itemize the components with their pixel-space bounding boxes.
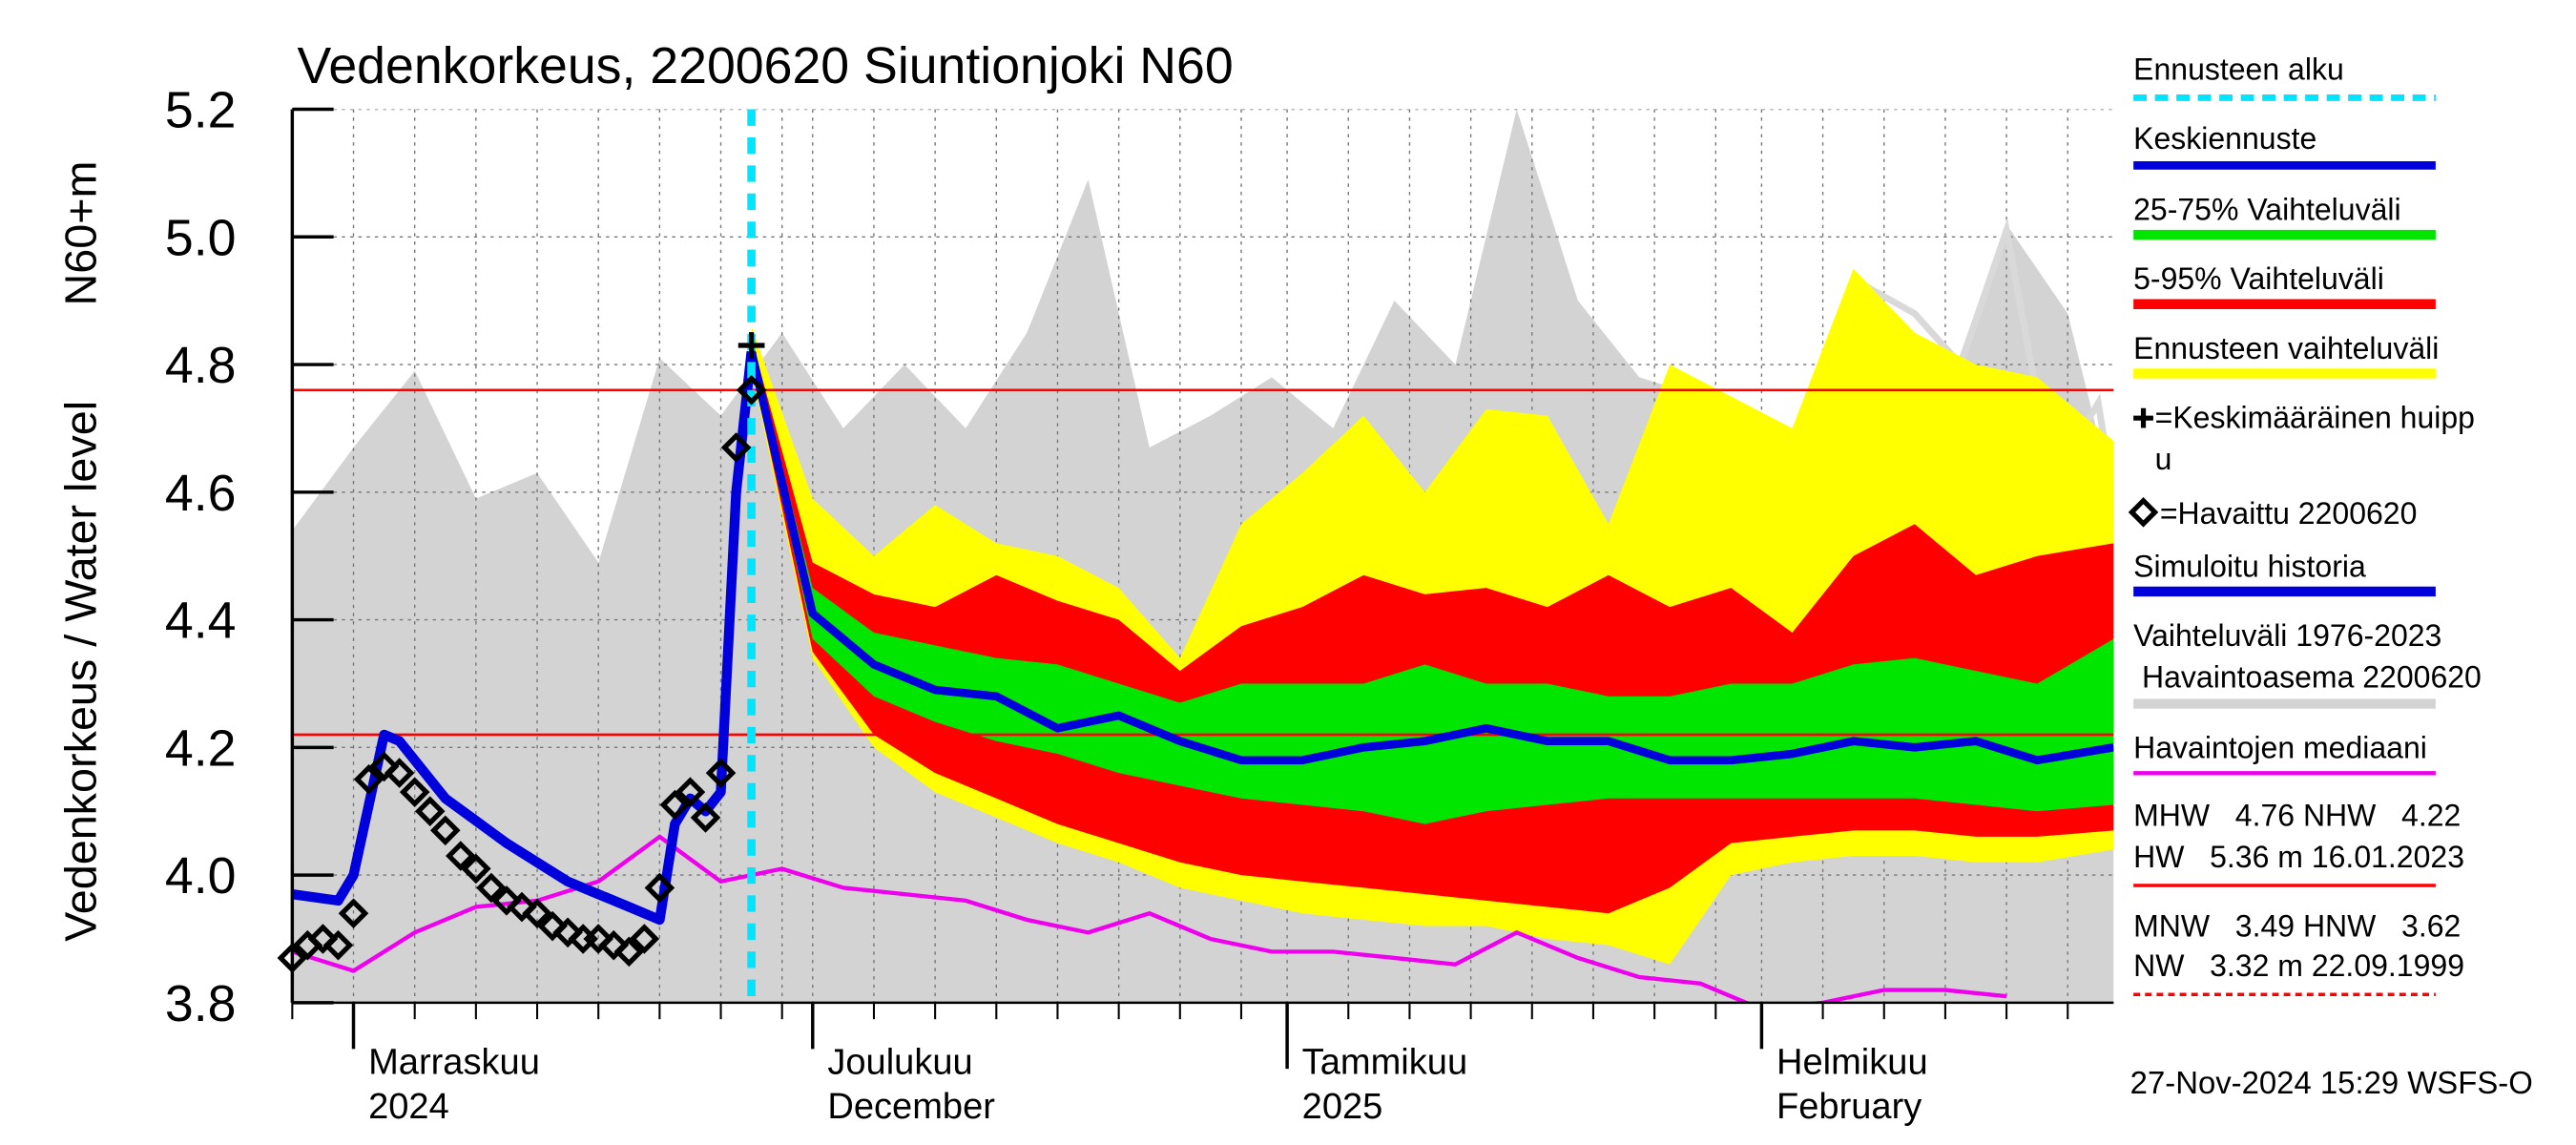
y-tick-label: 4.2 bbox=[165, 719, 237, 777]
observed-point bbox=[613, 936, 645, 968]
observed-point bbox=[705, 758, 737, 788]
forecast-band bbox=[751, 345, 2114, 824]
stat-text: MNW 3.49 HNW 3.62 bbox=[2133, 909, 2461, 944]
observed-point bbox=[399, 777, 430, 807]
stat-text: NW 3.32 m 22.09.1999 bbox=[2133, 948, 2464, 983]
x-tick-label: Helmikuu February bbox=[1776, 1042, 1928, 1127]
legend-label: Keskiennuste bbox=[2133, 121, 2316, 156]
legend-label: Ennusteen vaihteluväli bbox=[2133, 331, 2439, 365]
plot-layer bbox=[292, 109, 2114, 1003]
observed-point bbox=[690, 802, 721, 833]
stat-text: HW 5.36 m 16.01.2023 bbox=[2133, 840, 2464, 874]
observed-point bbox=[384, 758, 415, 788]
legend-label: =Keskimääräinen huipp u bbox=[2155, 401, 2475, 476]
observed-point bbox=[429, 815, 461, 846]
observed-point bbox=[537, 910, 568, 942]
observed-point bbox=[583, 924, 613, 954]
legend-label: 25-75% Vaihteluväli bbox=[2133, 192, 2400, 226]
y-tick-label: 4.8 bbox=[165, 337, 237, 394]
legend-label: Vaihteluväli 1976-2023 Havaintoasema 220… bbox=[2133, 618, 2482, 694]
x-tick-label: Tammikuu 2025 bbox=[1302, 1042, 1467, 1127]
observed-point bbox=[338, 898, 369, 929]
observed-point bbox=[446, 841, 476, 871]
observed-point bbox=[322, 929, 354, 961]
observed-point bbox=[720, 432, 752, 463]
y-tick-label: 4.6 bbox=[165, 465, 237, 522]
observed-point bbox=[552, 917, 583, 948]
y-axis-unit: N60+m bbox=[55, 161, 105, 306]
observed-point bbox=[659, 789, 691, 821]
legend-label: Simuloitu historia bbox=[2133, 549, 2366, 583]
chart-title: Vedenkorkeus, 2200620 Siuntionjoki N60 bbox=[298, 37, 1234, 94]
footer: 27-Nov-2024 15:29 WSFS-O bbox=[2130, 1065, 2533, 1100]
x-tick-label: Joulukuu December bbox=[827, 1042, 995, 1127]
mean-forecast-line bbox=[747, 350, 2114, 765]
overlay-layer: 3.8 4.0 4.2 4.4 4.6 4.8 5.0 5.2 Marraskuu 2024 Jou… bbox=[165, 52, 2482, 1127]
legend-label: 5-95% Vaihteluväli bbox=[2133, 261, 2384, 296]
observed-point bbox=[644, 872, 675, 904]
observed-point bbox=[675, 777, 706, 807]
observed-point bbox=[598, 929, 630, 961]
legend-label: =Havaittu 2200620 bbox=[2160, 496, 2418, 531]
x-tick-label: Marraskuu 2024 bbox=[368, 1042, 540, 1127]
observed-point bbox=[491, 885, 522, 916]
observed-point bbox=[461, 853, 491, 885]
observed-point bbox=[476, 872, 507, 904]
simulated-line bbox=[292, 351, 757, 926]
observed-point bbox=[307, 924, 339, 954]
observed-point bbox=[368, 751, 400, 782]
y-tick-label: 3.8 bbox=[165, 975, 237, 1032]
y-axis-label: Vedenkorkeus / Water level bbox=[55, 401, 105, 942]
y-tick-label: 5.0 bbox=[165, 209, 237, 266]
legend-swatch bbox=[2133, 407, 2153, 428]
observed-point bbox=[736, 375, 767, 406]
y-tick-label: 5.2 bbox=[165, 82, 237, 139]
peak-marker bbox=[737, 332, 765, 359]
legend-swatch bbox=[2128, 497, 2159, 528]
observed-point bbox=[414, 796, 446, 827]
legend-label: Ennusteen alku bbox=[2133, 52, 2344, 86]
observed-point bbox=[353, 763, 384, 795]
observed-point bbox=[629, 924, 660, 954]
y-tick-label: 4.4 bbox=[165, 593, 237, 650]
stat-text: MHW 4.76 NHW 4.22 bbox=[2133, 799, 2461, 833]
observed-point bbox=[522, 898, 552, 929]
y-tick-label: 4.0 bbox=[165, 847, 237, 905]
legend-label: Havaintojen mediaani bbox=[2133, 731, 2427, 765]
observed-point bbox=[507, 891, 537, 923]
